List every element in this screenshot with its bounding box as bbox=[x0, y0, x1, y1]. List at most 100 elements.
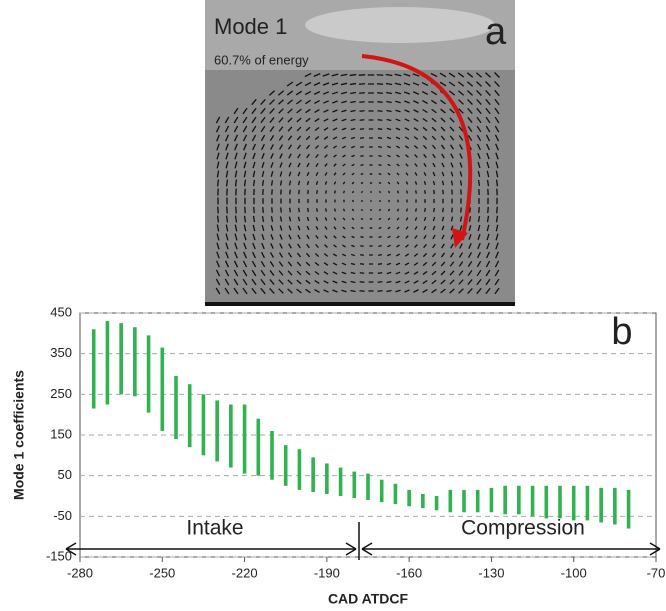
vector bbox=[457, 90, 465, 96]
vector bbox=[403, 73, 411, 77]
vector bbox=[251, 98, 257, 106]
vector bbox=[424, 208, 426, 212]
vector bbox=[441, 225, 445, 231]
vector bbox=[486, 152, 490, 160]
vector bbox=[243, 215, 247, 223]
vector bbox=[215, 116, 221, 124]
range-bar bbox=[421, 493, 425, 509]
vector bbox=[386, 289, 392, 293]
vector bbox=[297, 234, 301, 240]
vector bbox=[432, 216, 436, 222]
vector bbox=[306, 171, 310, 177]
vector bbox=[477, 143, 481, 151]
vector bbox=[475, 72, 483, 78]
vector bbox=[476, 287, 482, 295]
vector bbox=[324, 217, 328, 221]
vector bbox=[351, 235, 355, 239]
vector bbox=[351, 244, 355, 248]
vector bbox=[485, 107, 491, 115]
vector bbox=[395, 136, 401, 140]
vector bbox=[430, 72, 438, 78]
vector bbox=[260, 134, 266, 142]
vector bbox=[351, 208, 355, 212]
vector bbox=[289, 207, 291, 213]
vector bbox=[449, 117, 455, 123]
vector bbox=[324, 244, 328, 248]
vector bbox=[413, 118, 419, 122]
vector bbox=[342, 226, 346, 230]
vector bbox=[270, 171, 274, 177]
vector bbox=[386, 109, 392, 113]
vector bbox=[270, 243, 274, 249]
vector bbox=[351, 163, 355, 167]
vector bbox=[494, 125, 500, 133]
vector bbox=[376, 83, 384, 85]
swirl-arrow-head bbox=[452, 228, 468, 248]
vector bbox=[332, 109, 338, 113]
range-bar bbox=[229, 404, 233, 468]
vector bbox=[342, 217, 346, 221]
vector bbox=[385, 82, 393, 86]
vector bbox=[314, 100, 320, 104]
y-tick-label: 250 bbox=[50, 386, 72, 401]
vector bbox=[269, 135, 275, 141]
vector bbox=[288, 180, 292, 186]
vector bbox=[269, 279, 275, 285]
vector bbox=[251, 134, 257, 142]
vector bbox=[404, 136, 410, 140]
vector bbox=[485, 81, 491, 87]
vector bbox=[242, 269, 248, 277]
vector bbox=[314, 135, 320, 141]
vector bbox=[494, 116, 500, 124]
vector bbox=[334, 190, 336, 194]
vector bbox=[351, 217, 355, 221]
vector bbox=[476, 278, 482, 286]
vector bbox=[323, 145, 329, 149]
vector bbox=[495, 161, 499, 169]
vector bbox=[288, 243, 292, 249]
vector bbox=[314, 126, 320, 132]
vector bbox=[287, 108, 293, 114]
vector bbox=[494, 260, 500, 268]
vector bbox=[296, 99, 302, 105]
vector bbox=[476, 116, 482, 124]
vector bbox=[360, 146, 364, 148]
vector bbox=[333, 226, 337, 230]
vector bbox=[234, 224, 238, 232]
vector bbox=[378, 226, 382, 230]
x-tick-label: -250 bbox=[149, 565, 175, 580]
vector bbox=[360, 164, 364, 166]
vector bbox=[422, 126, 428, 132]
vector bbox=[216, 260, 220, 268]
vector bbox=[316, 208, 318, 212]
vector bbox=[224, 125, 230, 133]
vector bbox=[476, 81, 482, 87]
vector bbox=[349, 73, 357, 77]
vector bbox=[322, 91, 330, 95]
vector bbox=[440, 261, 446, 267]
vector bbox=[234, 170, 238, 178]
vector bbox=[387, 208, 391, 212]
vector bbox=[279, 216, 283, 222]
vector bbox=[441, 162, 445, 168]
vector bbox=[253, 206, 255, 214]
vector bbox=[287, 144, 293, 150]
panel-a: Mode 1 60.7% of energy a bbox=[205, 0, 515, 306]
vector bbox=[414, 244, 418, 248]
vector bbox=[296, 144, 302, 150]
vector bbox=[333, 208, 337, 212]
vector bbox=[495, 179, 499, 187]
vector bbox=[225, 224, 229, 232]
vector bbox=[332, 136, 338, 140]
vector bbox=[260, 116, 266, 124]
vector bbox=[441, 153, 445, 159]
vector bbox=[233, 269, 239, 277]
vector bbox=[458, 261, 464, 267]
vector bbox=[459, 225, 463, 231]
vector bbox=[225, 143, 229, 151]
range-bar bbox=[133, 327, 137, 397]
range-bar bbox=[613, 487, 617, 525]
vector bbox=[415, 208, 417, 212]
vector bbox=[494, 89, 500, 97]
vector bbox=[431, 99, 437, 105]
